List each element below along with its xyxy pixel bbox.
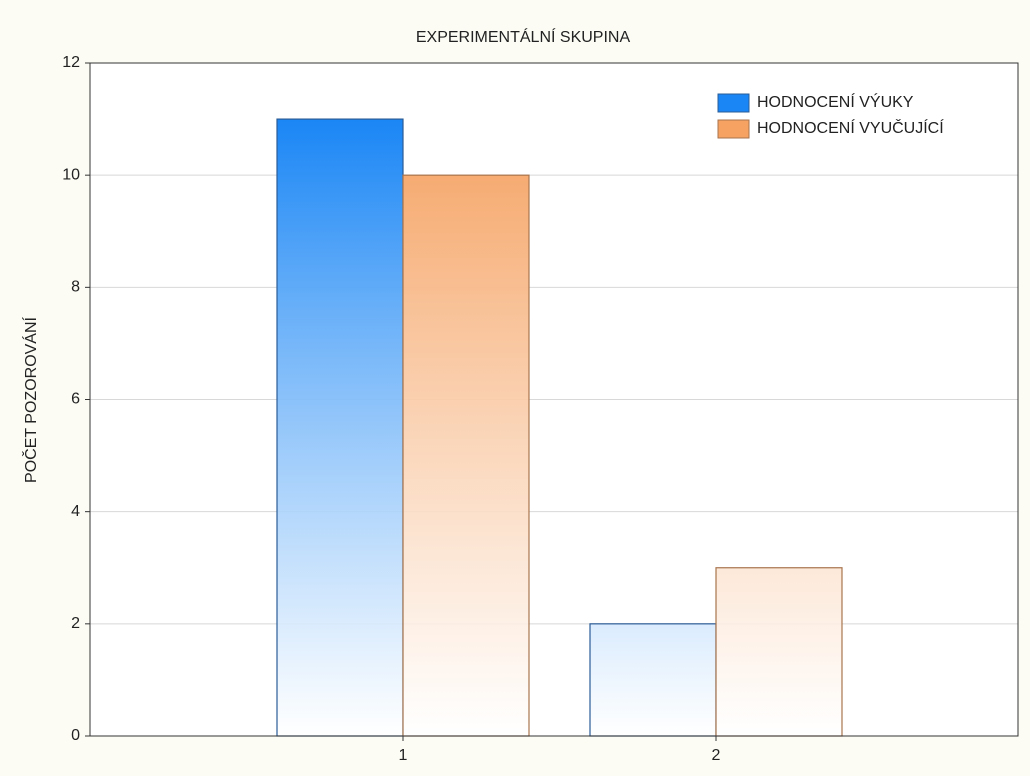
y-tick-label: 8 (71, 279, 80, 296)
x-tick-label: 1 (399, 747, 408, 764)
y-tick-label: 0 (71, 727, 80, 744)
legend-swatch (717, 93, 750, 113)
y-tick-label: 10 (62, 166, 80, 183)
y-axis-label: POČET POZOROVÁNÍ (21, 316, 40, 483)
y-tick-label: 6 (71, 391, 80, 408)
plot-frame (89, 62, 1019, 737)
bar (715, 567, 843, 737)
bar (589, 623, 717, 737)
y-tick-label: 12 (62, 54, 80, 71)
chart-title: EXPERIMENTÁLNÍ SKUPINA (416, 27, 631, 46)
bar (276, 118, 404, 737)
y-tick-label: 4 (71, 503, 80, 520)
bar (402, 174, 530, 737)
y-tick-label: 2 (71, 615, 80, 632)
x-tick-label: 2 (712, 747, 721, 764)
legend-label: HODNOCENÍ VÝUKY (757, 92, 914, 111)
legend-swatch (717, 119, 750, 139)
legend-label: HODNOCENÍ VYUČUJÍCÍ (757, 118, 944, 137)
